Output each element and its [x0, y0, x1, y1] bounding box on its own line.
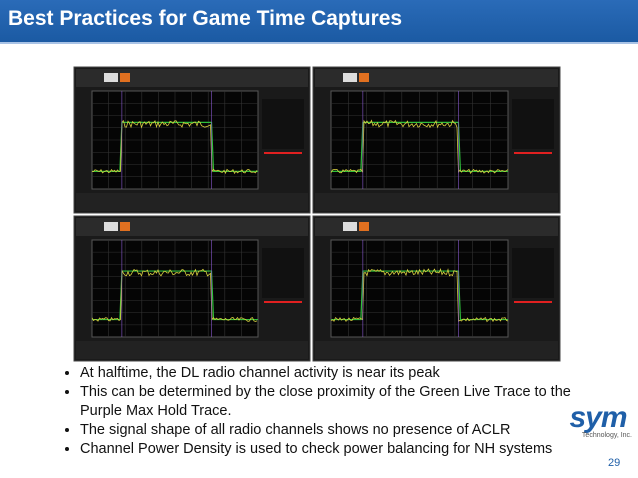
status-bar	[315, 341, 558, 359]
side-panel	[512, 99, 554, 149]
side-panel	[262, 248, 304, 298]
bullet: At halftime, the DL radio channel activi…	[80, 364, 600, 383]
toolbar-button	[104, 73, 118, 82]
toolbar-button	[120, 222, 130, 231]
toolbar	[76, 218, 308, 236]
page-number: 29	[608, 457, 621, 469]
logo-subtitle: Technology, Inc.	[581, 432, 632, 439]
status-bar	[76, 193, 308, 211]
logo-name: sym	[569, 401, 627, 434]
yellow-trace	[91, 120, 258, 175]
green-trace	[92, 270, 258, 321]
toolbar-button	[359, 222, 369, 231]
toolbar-button	[343, 73, 357, 82]
toolbar-button	[120, 73, 130, 82]
toolbar-button	[343, 222, 357, 231]
toolbar	[315, 218, 558, 236]
bullet-list: At halftime, the DL radio channel activi…	[58, 364, 600, 459]
side-panel	[262, 99, 304, 149]
slide-title: Best Practices for Game Time Captures	[8, 7, 403, 30]
bullet: This can be determined by the close prox…	[80, 383, 600, 421]
logo: sym Technology, Inc.	[558, 401, 638, 440]
toolbar	[315, 69, 558, 87]
status-bar	[76, 341, 308, 359]
yellow-trace	[330, 267, 509, 323]
bullet: The signal shape of all radio channels s…	[80, 421, 600, 440]
toolbar-button	[104, 222, 118, 231]
status-bar	[315, 193, 558, 211]
side-panel	[512, 248, 554, 298]
bullet: Channel Power Density is used to check p…	[80, 440, 600, 459]
yellow-trace	[91, 268, 258, 322]
toolbar	[76, 69, 308, 87]
header-bar: Best Practices for Game Time Captures	[0, 0, 638, 44]
yellow-trace	[330, 119, 509, 174]
toolbar-button	[359, 73, 369, 82]
